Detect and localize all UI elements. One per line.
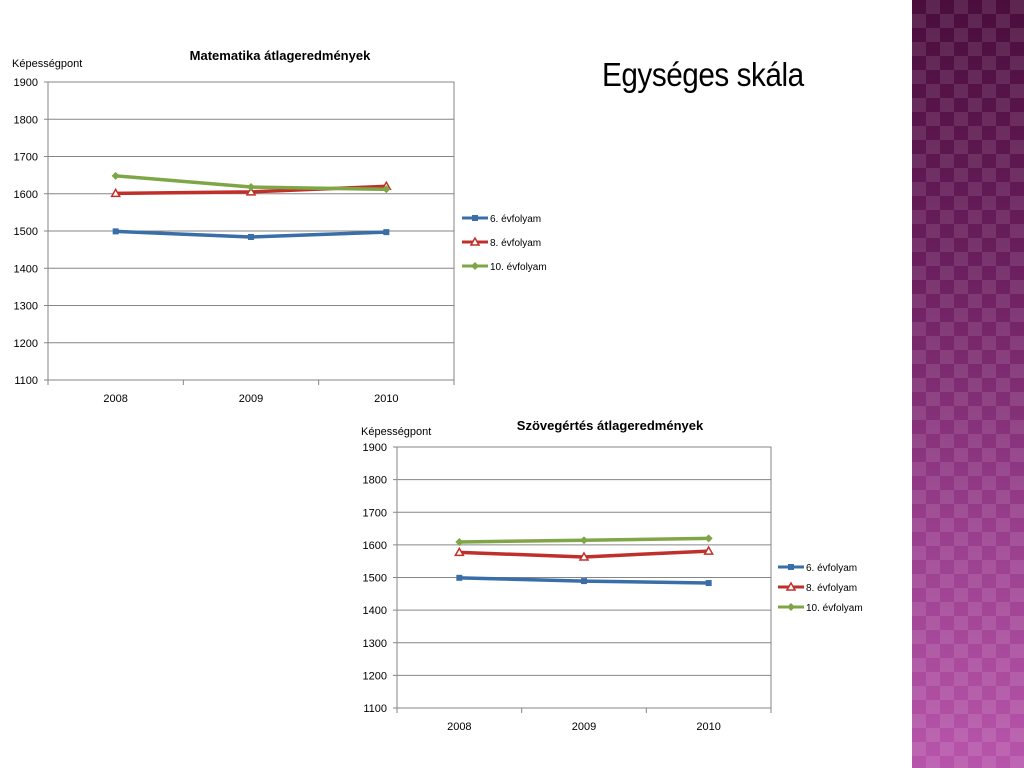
legend-marker (469, 236, 481, 246)
data-point (248, 233, 254, 240)
legend-entry: 10. évfolyam (490, 262, 547, 273)
x-tick-label: 2009 (572, 721, 596, 733)
data-point (112, 228, 119, 235)
data-point (454, 546, 465, 557)
data-point (581, 578, 587, 585)
y-tick-label: 1100 (363, 703, 387, 715)
data-point (455, 537, 464, 546)
data-point (580, 536, 588, 545)
y-tick-label: 1300 (14, 301, 38, 313)
y-tick-label: 1100 (14, 375, 38, 387)
legend-marker (471, 262, 479, 270)
x-tick-label: 2008 (103, 393, 127, 405)
data-point (110, 187, 121, 198)
data-point (704, 534, 713, 543)
legend-entry: 10. évfolyam (806, 603, 863, 614)
x-tick-label: 2008 (447, 721, 471, 733)
y-axis-label: Képességpont (12, 58, 82, 70)
y-tick-label: 1700 (363, 507, 387, 519)
data-point (247, 183, 255, 192)
math-chart: Matematika átlageredmények Képességpont 11… (12, 48, 547, 405)
y-tick-label: 1500 (14, 226, 38, 238)
data-point (245, 186, 257, 196)
legend-entry: 6. évfolyam (806, 563, 857, 574)
data-point (703, 545, 714, 555)
y-tick-label: 1400 (14, 263, 38, 275)
legend-entry: 6. évfolyam (490, 214, 541, 225)
data-point (456, 574, 463, 581)
y-axis-label: Képességpont (361, 426, 431, 438)
y-tick-label: 1900 (14, 77, 38, 89)
decorative-side-band (912, 0, 1024, 768)
legend-marker (787, 603, 795, 611)
y-tick-label: 1600 (14, 189, 38, 201)
y-tick-label: 1200 (363, 670, 387, 682)
data-point (383, 229, 390, 236)
data-point (382, 185, 391, 194)
legend-entry: 8. évfolyam (806, 583, 857, 594)
legend-entry: 8. évfolyam (490, 238, 541, 249)
y-tick-label: 1300 (363, 638, 387, 650)
data-point (578, 551, 590, 561)
x-tick-label: 2010 (696, 721, 720, 733)
chart-title: Szövegértés átlageredmények (517, 418, 704, 433)
data-point (705, 580, 712, 587)
legend-marker (472, 215, 478, 221)
data-point (111, 171, 120, 180)
legend-marker (785, 581, 797, 591)
reading-chart: Szövegértés átlageredmények Képességpont 1… (361, 418, 863, 733)
x-tick-label: 2010 (374, 393, 398, 405)
y-tick-label: 1200 (14, 338, 38, 350)
slide-title: Egységes skála (602, 56, 804, 93)
chart-title: Matematika átlageredmények (190, 48, 371, 63)
y-tick-label: 1400 (363, 605, 387, 617)
y-tick-label: 1600 (363, 540, 387, 552)
y-tick-label: 1500 (363, 573, 387, 585)
y-tick-label: 1900 (363, 442, 387, 454)
x-tick-label: 2009 (239, 393, 263, 405)
y-tick-label: 1700 (14, 152, 38, 164)
y-tick-label: 1800 (14, 114, 38, 126)
y-tick-label: 1800 (363, 475, 387, 487)
legend-marker (788, 564, 794, 570)
